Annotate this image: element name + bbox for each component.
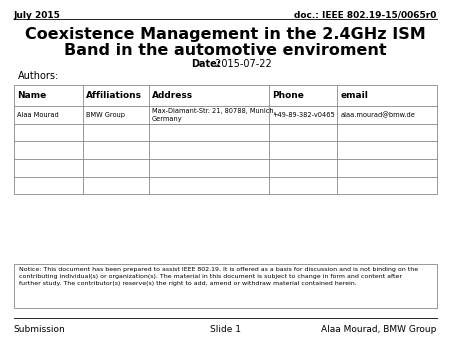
Text: Max-Diamant-Str. 21, 80788, Munich,: Max-Diamant-Str. 21, 80788, Munich, xyxy=(152,108,276,114)
Text: Authors:: Authors: xyxy=(18,71,59,81)
Text: doc.: IEEE 802.19-15/0065r0: doc.: IEEE 802.19-15/0065r0 xyxy=(294,11,436,20)
Text: Affiliations: Affiliations xyxy=(86,91,143,100)
Text: email: email xyxy=(340,91,368,100)
Text: Address: Address xyxy=(152,91,193,100)
Text: Germany: Germany xyxy=(152,116,183,122)
Text: Date:: Date: xyxy=(191,59,221,69)
Bar xyxy=(14,85,436,194)
Text: 2015-07-22: 2015-07-22 xyxy=(212,59,271,69)
Text: BMW Group: BMW Group xyxy=(86,112,126,118)
Text: Phone: Phone xyxy=(273,91,305,100)
Text: Submission: Submission xyxy=(14,325,65,334)
Text: July 2015: July 2015 xyxy=(14,11,60,20)
Text: Band in the automotive enviroment: Band in the automotive enviroment xyxy=(64,43,386,58)
Text: Slide 1: Slide 1 xyxy=(210,325,240,334)
Text: Alaa Mourad, BMW Group: Alaa Mourad, BMW Group xyxy=(321,325,436,334)
Text: alaa.mourad@bmw.de: alaa.mourad@bmw.de xyxy=(340,112,415,118)
Bar xyxy=(14,264,436,308)
Text: Name: Name xyxy=(17,91,46,100)
Text: Notice: This document has been prepared to assist IEEE 802.19. It is offered as : Notice: This document has been prepared … xyxy=(19,267,418,286)
Text: Alaa Mourad: Alaa Mourad xyxy=(17,112,58,118)
Text: +49-89-382-v0465: +49-89-382-v0465 xyxy=(273,112,335,118)
Text: Coexistence Management in the 2.4GHz ISM: Coexistence Management in the 2.4GHz ISM xyxy=(25,27,425,42)
